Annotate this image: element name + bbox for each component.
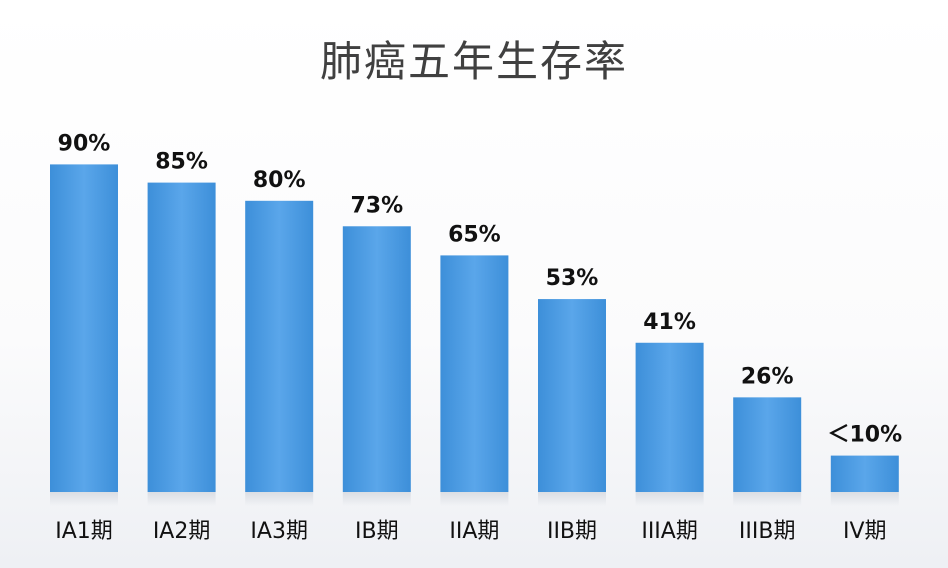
bar (342, 226, 411, 492)
bar-reflection (538, 492, 606, 506)
category-tick-label: IA3期 (250, 519, 308, 544)
bar (538, 299, 606, 492)
value-labels: 90% 85% 80% 73% 65% 53% 41% 26% ＜10% (58, 131, 902, 447)
category-tick-label: IIIA期 (641, 519, 698, 544)
bar-reflection (245, 492, 314, 506)
bar (830, 455, 899, 492)
bar-reflection (733, 492, 802, 506)
bar (50, 164, 118, 492)
bar-reflection (635, 492, 704, 506)
bar-reflection (147, 492, 216, 506)
bar-reflection (342, 492, 411, 506)
bar (245, 200, 314, 493)
bar (147, 182, 216, 492)
bar-value-label: 65% (448, 222, 501, 247)
bar-series (50, 164, 899, 506)
bar (635, 342, 704, 492)
category-tick-label: IA1期 (55, 519, 113, 544)
category-tick-label: IIIB期 (739, 519, 796, 544)
category-tick-label: IIA期 (449, 519, 499, 544)
category-tick-label: IB期 (355, 519, 399, 544)
bar-reflection (440, 492, 509, 506)
bar-value-label: 85% (155, 150, 208, 175)
bar-value-label: 90% (58, 131, 111, 156)
category-tick-label: IV期 (843, 519, 887, 544)
category-tick-label: IIB期 (547, 519, 597, 544)
bar-value-label: 80% (253, 168, 306, 193)
bar-value-label: 26% (741, 364, 794, 389)
category-tick-label: IA2期 (153, 519, 211, 544)
bar (440, 255, 509, 492)
bar-value-label: 73% (350, 193, 403, 218)
category-labels: IA1期 IA2期 IA3期 IB期 IIA期 IIB期 IIIA期 IIIB期 IV期 (55, 519, 886, 544)
bar (733, 397, 802, 492)
bar-value-label: ＜10% (827, 423, 902, 448)
bar-value-label: 41% (643, 310, 696, 335)
bar-reflection (50, 492, 118, 506)
chart-title: 肺癌五年生存率 (319, 37, 628, 86)
bar-reflection (830, 492, 899, 506)
bar-value-label: 53% (546, 266, 599, 291)
